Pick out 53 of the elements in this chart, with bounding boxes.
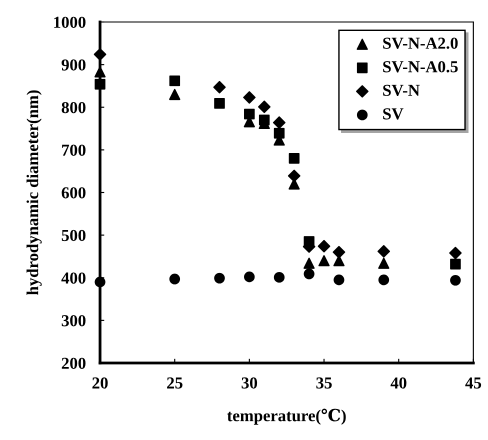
point [272,116,286,129]
y-tick-label: 900 [62,59,86,71]
legend-label: SV-N [383,84,420,96]
point [258,114,270,126]
point [274,128,285,139]
y-tick-label: 300 [62,315,86,326]
point [94,48,106,61]
x-tick-label: 40 [390,377,406,389]
legend-label: SV [383,108,404,120]
y-tick-label: 700 [62,144,86,156]
point [94,66,106,78]
legend-label: SV-N-A0.5 [383,61,458,72]
point [304,268,314,280]
point [213,80,226,94]
x-tick-label: 45 [465,377,482,389]
x-tick-label: 20 [92,377,108,389]
y-tick-label: 800 [62,102,86,114]
point [288,170,300,182]
point [169,274,180,284]
point [169,88,180,100]
point [94,276,106,288]
y-tick-label: 200 [62,358,86,369]
point [244,108,255,120]
point [243,91,256,104]
point [378,274,390,286]
point [378,245,390,258]
point [214,272,225,284]
point [450,258,461,270]
point [244,272,255,282]
x-axis-title: temperature(℃) [227,408,346,425]
point [332,246,346,258]
point [450,274,461,286]
point [318,240,330,252]
point [378,258,390,269]
point [169,75,180,86]
point [214,98,225,109]
point [258,100,271,114]
point [334,274,344,286]
point [449,246,462,260]
point [318,255,330,266]
point [274,272,285,283]
y-tick-label: 400 [61,272,86,284]
x-tick-label: 30 [242,377,258,389]
y-axis-title: hydrodynamic diameter(nm) [26,90,42,295]
point [94,78,106,90]
x-tick-label: 25 [167,377,182,389]
point [303,258,315,269]
y-tick-label: 500 [62,230,86,242]
legend-label: SV-N-A2.0 [383,38,458,49]
x-tick-label: 35 [316,377,332,389]
y-tick-label: 1000 [54,16,86,28]
point [288,153,300,164]
y-tick-label: 600 [62,187,86,198]
